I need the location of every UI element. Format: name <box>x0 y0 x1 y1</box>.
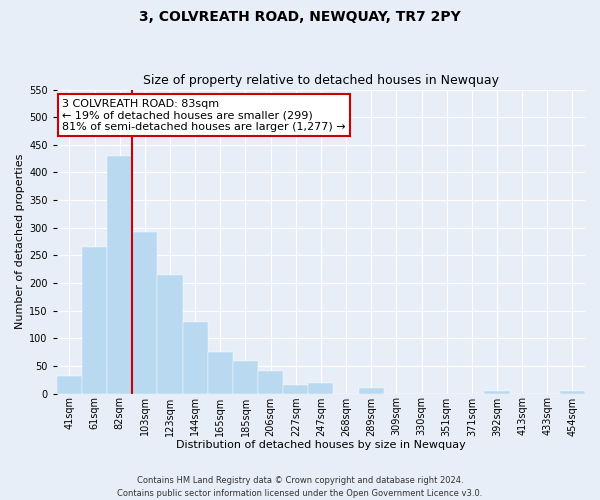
Y-axis label: Number of detached properties: Number of detached properties <box>15 154 25 329</box>
Bar <box>182 322 208 394</box>
Bar <box>57 376 82 394</box>
Bar <box>484 391 509 394</box>
Text: 3 COLVREATH ROAD: 83sqm
← 19% of detached houses are smaller (299)
81% of semi-d: 3 COLVREATH ROAD: 83sqm ← 19% of detache… <box>62 98 346 132</box>
X-axis label: Distribution of detached houses by size in Newquay: Distribution of detached houses by size … <box>176 440 466 450</box>
Bar <box>107 156 132 394</box>
Bar <box>283 386 308 394</box>
Text: Contains HM Land Registry data © Crown copyright and database right 2024.
Contai: Contains HM Land Registry data © Crown c… <box>118 476 482 498</box>
Title: Size of property relative to detached houses in Newquay: Size of property relative to detached ho… <box>143 74 499 87</box>
Bar <box>233 361 258 394</box>
Bar <box>258 372 283 394</box>
Bar <box>132 232 157 394</box>
Bar <box>157 274 182 394</box>
Bar <box>560 391 585 394</box>
Bar <box>208 352 233 394</box>
Bar <box>359 388 384 394</box>
Bar <box>308 382 334 394</box>
Bar <box>82 247 107 394</box>
Text: 3, COLVREATH ROAD, NEWQUAY, TR7 2PY: 3, COLVREATH ROAD, NEWQUAY, TR7 2PY <box>139 10 461 24</box>
